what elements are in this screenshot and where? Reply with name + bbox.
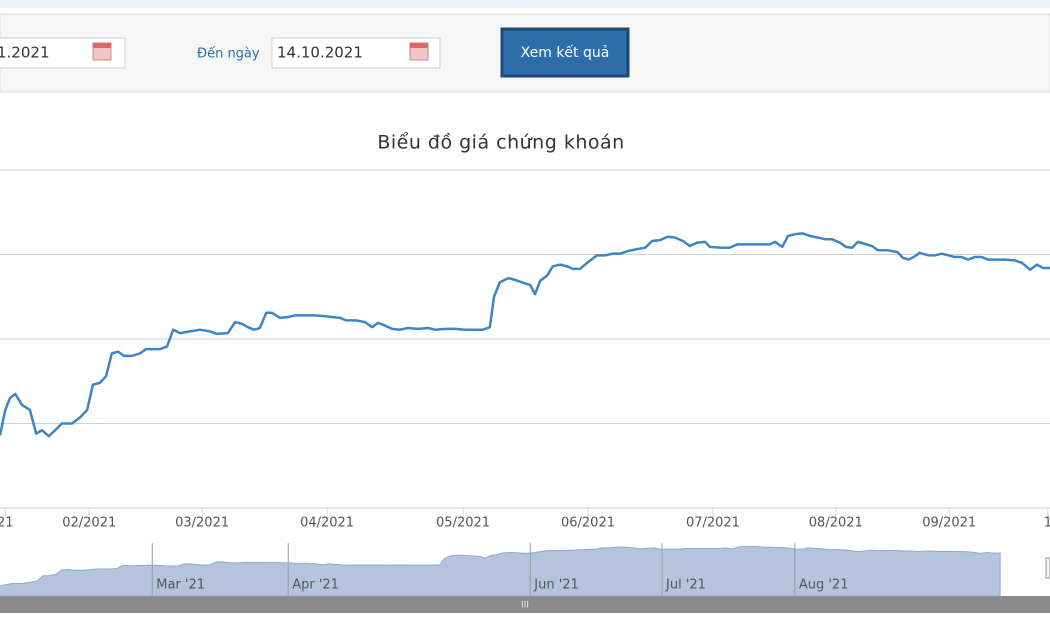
navigator-tick-label: Mar '21: [156, 578, 205, 593]
chart-title: Biểu đồ giá chứng khoán: [377, 132, 624, 154]
x-tick-label: 1: [1044, 516, 1050, 531]
x-tick-label: 07/2021: [686, 516, 740, 531]
scrollbar-grip[interactable]: III: [521, 601, 529, 611]
x-tick-label: 08/2021: [809, 516, 863, 531]
submit-button[interactable]: [500, 27, 630, 78]
x-tick-label: 09/2021: [922, 516, 976, 531]
submit-label: Xem kết quả: [521, 44, 610, 61]
x-tick-label: 06/2021: [561, 516, 615, 531]
navigator-tick-label: Jul '21: [665, 578, 706, 593]
top-strip: [0, 0, 1050, 8]
scrollbar[interactable]: [0, 596, 1050, 613]
x-tick-label: 05/2021: [436, 516, 490, 531]
to-date: 14.10.2021: [277, 44, 363, 62]
navigator-tick-label: Apr '21: [292, 578, 339, 593]
navigator-tick-label: Aug '21: [799, 578, 849, 593]
navigator-area: [0, 545, 1001, 597]
price-line: [0, 232, 1050, 438]
x-tick-label: 21: [0, 516, 14, 531]
from-date: 1.2021: [0, 44, 50, 62]
to-label: Đến ngày: [197, 47, 260, 62]
navigator-tick-label: Jun '21: [533, 578, 579, 593]
navigator-handle[interactable]: [1045, 557, 1050, 579]
calendar-icon[interactable]: [92, 42, 112, 61]
calendar-icon[interactable]: [409, 42, 429, 61]
x-tick-label: 02/2021: [62, 516, 116, 531]
x-tick-label: 04/2021: [300, 516, 354, 531]
x-tick-label: 03/2021: [175, 516, 229, 531]
